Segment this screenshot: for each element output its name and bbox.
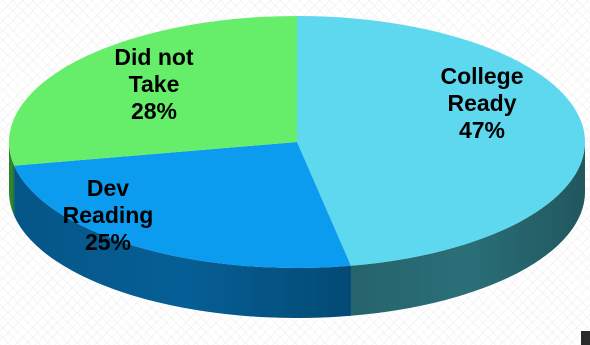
label-percent: 25% [85,229,131,255]
label-line: Ready [447,90,516,116]
pie-slices [8,16,586,268]
pie-labels: College Ready 47%Dev Reading 25%Did not Take 2… [63,44,524,255]
label-line: College [440,63,523,89]
label-line: Did not [114,44,194,70]
slice-dev-reading [14,142,351,268]
label-dev-reading: Dev Reading 25% [63,175,154,255]
label-did-not-take: Did not Take 28% [114,44,194,124]
slice-college-ready [297,16,586,266]
label-line: Dev [87,175,129,201]
label-line: Reading [63,202,154,228]
corner-mark [581,331,590,345]
side-shade-did-not-take [9,142,15,216]
slice-did-not-take [8,16,297,166]
side-shade-dev-reading [14,165,351,318]
pie-side-walls [9,142,585,318]
label-college-ready: College Ready 47% [440,63,523,143]
label-percent: 47% [459,117,505,143]
label-line: Take [129,71,180,97]
label-percent: 28% [131,98,177,124]
side-shade-college-ready [350,142,585,316]
